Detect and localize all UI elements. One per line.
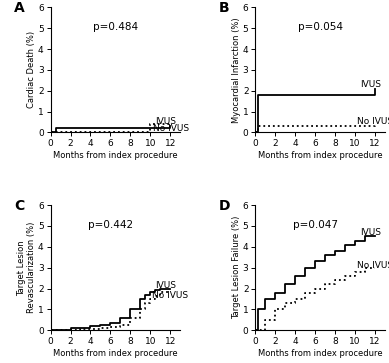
Text: No IVUS: No IVUS [153,124,189,133]
X-axis label: Months from index procedure: Months from index procedure [53,349,178,358]
Text: IVUS: IVUS [360,228,381,237]
Text: B: B [219,1,230,15]
Text: IVUS: IVUS [360,80,381,89]
Text: C: C [14,199,25,213]
Text: p=0.054: p=0.054 [298,22,343,32]
X-axis label: Months from index procedure: Months from index procedure [258,349,383,358]
Y-axis label: Cardiac Death (%): Cardiac Death (%) [28,31,37,109]
Text: IVUS: IVUS [155,281,176,290]
Y-axis label: Target Lesion Failure (%): Target Lesion Failure (%) [232,216,241,319]
Text: A: A [14,1,25,15]
Text: No IVUS: No IVUS [357,117,389,126]
Text: p=0.442: p=0.442 [88,220,133,230]
X-axis label: Months from index procedure: Months from index procedure [258,151,383,160]
Text: No IVUS: No IVUS [152,291,188,301]
Text: IVUS: IVUS [155,117,176,126]
Text: D: D [219,199,231,213]
Y-axis label: Target Lesion
Revascularization (%): Target Lesion Revascularization (%) [17,222,37,313]
Text: p=0.484: p=0.484 [93,22,138,32]
Y-axis label: Myocardial Infarction (%): Myocardial Infarction (%) [232,17,241,123]
Text: p=0.047: p=0.047 [293,220,338,230]
X-axis label: Months from index procedure: Months from index procedure [53,151,178,160]
Text: No IVUS: No IVUS [357,261,389,270]
